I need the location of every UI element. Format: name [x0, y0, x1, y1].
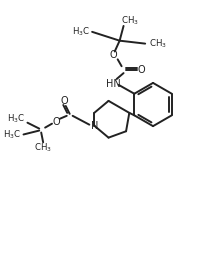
Text: CH$_3$: CH$_3$: [121, 15, 138, 27]
Text: H$_3$C: H$_3$C: [7, 112, 25, 125]
Text: CH$_3$: CH$_3$: [34, 142, 52, 155]
Text: HN: HN: [106, 79, 121, 89]
Text: CH$_3$: CH$_3$: [149, 37, 167, 50]
Text: O: O: [61, 96, 69, 106]
Text: N: N: [91, 121, 98, 131]
Text: H$_3$C: H$_3$C: [72, 26, 90, 38]
Text: H$_3$C: H$_3$C: [3, 128, 22, 141]
Text: O: O: [137, 65, 145, 75]
Text: O: O: [52, 117, 60, 127]
Text: O: O: [110, 50, 118, 60]
